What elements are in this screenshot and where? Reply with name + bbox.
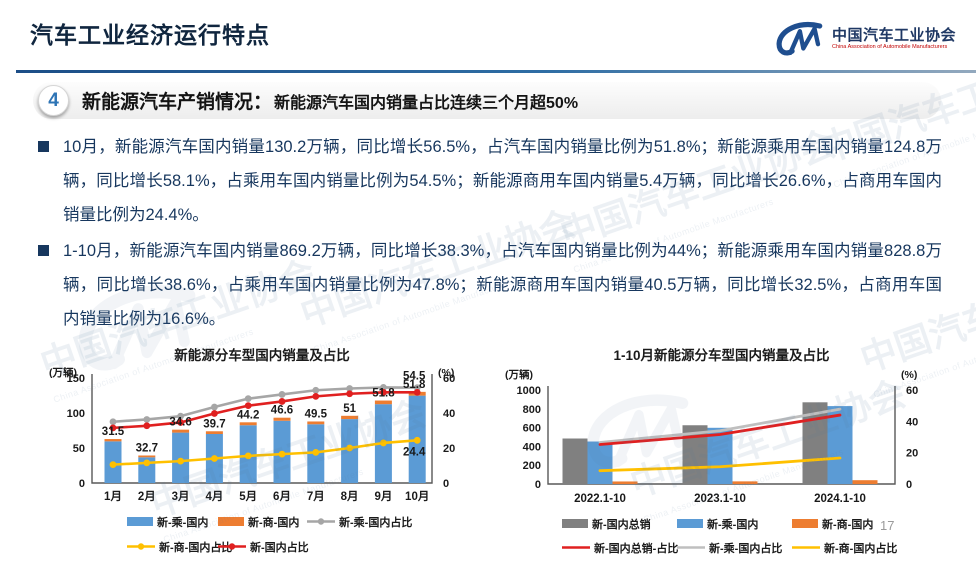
svg-text:新-商-国内: 新-商-国内	[248, 515, 299, 529]
bullet-square-icon	[38, 245, 49, 256]
svg-text:2月: 2月	[138, 490, 156, 503]
section-heading: 新能源汽车产销情况： 新能源汽车国内销量占比连续三个月超50%	[82, 87, 578, 114]
svg-text:新能源分车型国内销量及占比: 新能源分车型国内销量及占比	[174, 347, 350, 363]
svg-text:51.8: 51.8	[403, 379, 426, 391]
svg-text:400: 400	[523, 441, 541, 453]
svg-text:新-国内总销: 新-国内总销	[592, 517, 651, 531]
svg-text:0: 0	[535, 479, 541, 491]
svg-text:1月: 1月	[104, 490, 122, 503]
svg-text:31.5: 31.5	[102, 426, 125, 438]
svg-text:32.7: 32.7	[136, 442, 158, 454]
svg-text:200: 200	[523, 460, 541, 472]
svg-text:100: 100	[67, 408, 85, 420]
page-title: 汽车工业经济运行特点	[30, 22, 270, 48]
svg-text:10月: 10月	[405, 490, 429, 503]
section-banner: 4 新能源汽车产销情况： 新能源汽车国内销量占比连续三个月超50%	[33, 82, 941, 119]
svg-text:800: 800	[523, 404, 541, 416]
svg-text:46.6: 46.6	[271, 405, 293, 417]
logo-org-en: China Association of Automobile Manufact…	[831, 43, 948, 50]
svg-text:54.5: 54.5	[403, 371, 426, 383]
svg-text:新-商-国内占比: 新-商-国内占比	[824, 541, 897, 555]
svg-text:60: 60	[443, 373, 455, 385]
svg-text:150: 150	[67, 373, 85, 385]
svg-text:(%): (%)	[901, 369, 917, 381]
svg-text:5月: 5月	[239, 490, 257, 503]
svg-text:1000: 1000	[517, 385, 541, 397]
svg-text:新-商-国内占比: 新-商-国内占比	[159, 540, 232, 554]
caam-logo-mark-icon	[776, 22, 823, 56]
svg-text:0: 0	[79, 478, 85, 490]
logo-org-cn: 中国汽车工业协会	[831, 26, 956, 44]
svg-text:新-乘-国内: 新-乘-国内	[157, 515, 208, 529]
monthly-nev-sales-chart: 新能源分车型国内销量及占比 (万辆) (%) 0 50 100 150 0 20 40 60 1月 2月…	[49, 347, 455, 554]
svg-text:51.8: 51.8	[372, 388, 395, 400]
header-divider	[16, 70, 976, 73]
svg-text:6月: 6月	[273, 490, 291, 503]
svg-text:51: 51	[343, 403, 356, 415]
bullet-list: 10月，新能源汽车国内销量130.2万辆，同比增长56.5%，占汽车国内销量比例…	[36, 130, 942, 338]
bullet-item: 10月，新能源汽车国内销量130.2万辆，同比增长56.5%，占汽车国内销量比例…	[36, 130, 942, 232]
svg-text:新-乘-国内: 新-乘-国内	[707, 517, 758, 531]
svg-text:40: 40	[906, 416, 918, 428]
bullet-text: 10月，新能源汽车国内销量130.2万辆，同比增长56.5%，占汽车国内销量比例…	[63, 138, 942, 224]
bullet-text: 1-10月，新能源汽车国内销量869.2万辆，同比增长38.3%，占汽车国内销量…	[63, 242, 942, 328]
svg-text:24.4: 24.4	[403, 446, 426, 458]
logo-text: 中国汽车工业协会 China Association of Automobile…	[831, 26, 956, 51]
bullet-item: 1-10月，新能源汽车国内销量869.2万辆，同比增长38.3%，占汽车国内销量…	[36, 234, 942, 336]
svg-text:39.7: 39.7	[203, 418, 225, 430]
svg-text:(万辆): (万辆)	[49, 366, 77, 379]
svg-text:34.6: 34.6	[169, 417, 191, 429]
svg-text:60: 60	[906, 385, 918, 397]
section-title: 新能源汽车产销情况：	[82, 92, 273, 113]
section-number-badge: 4	[38, 85, 69, 116]
svg-text:2024.1-10: 2024.1-10	[814, 493, 866, 505]
svg-text:600: 600	[523, 423, 541, 435]
bullet-square-icon	[38, 141, 49, 152]
svg-text:8月: 8月	[341, 490, 359, 503]
svg-text:0: 0	[906, 479, 912, 491]
svg-text:1-10月新能源分车型国内销量及占比: 1-10月新能源分车型国内销量及占比	[613, 347, 829, 363]
section-subtitle: 新能源汽车国内销量占比连续三个月超50%	[274, 95, 579, 112]
svg-text:7月: 7月	[307, 490, 325, 503]
ytd-nev-sales-chart: 1-10月新能源分车型国内销量及占比(万辆) (%)020040060080010…	[505, 347, 918, 555]
svg-text:3月: 3月	[172, 490, 190, 503]
svg-text:新-乘-国内占比: 新-乘-国内占比	[339, 515, 412, 529]
header: 汽车工业经济运行特点 中国汽车工业协会 China Association of…	[30, 16, 956, 58]
svg-text:4月: 4月	[205, 490, 223, 503]
svg-text:(%): (%)	[438, 367, 454, 379]
svg-text:40: 40	[443, 408, 455, 420]
svg-text:新-国内总销-占比: 新-国内总销-占比	[594, 541, 678, 555]
caam-logo: 中国汽车工业协会 China Association of Automobile…	[773, 20, 956, 58]
svg-text:0: 0	[443, 478, 449, 490]
svg-text:20: 20	[906, 448, 918, 460]
svg-text:新-国内占比: 新-国内占比	[250, 540, 309, 554]
svg-text:20: 20	[443, 443, 455, 455]
page-number: 17	[880, 518, 895, 533]
svg-text:2022.1-10: 2022.1-10	[574, 493, 626, 505]
svg-text:2023.1-10: 2023.1-10	[694, 493, 746, 505]
svg-text:50: 50	[73, 443, 85, 455]
svg-text:新-商-国内: 新-商-国内	[822, 517, 873, 531]
svg-text:9月: 9月	[374, 490, 392, 503]
svg-text:新-乘-国内占比: 新-乘-国内占比	[709, 541, 782, 555]
svg-text:(万辆): (万辆)	[505, 368, 533, 381]
svg-text:44.2: 44.2	[237, 409, 259, 421]
svg-text:49.5: 49.5	[305, 408, 328, 420]
